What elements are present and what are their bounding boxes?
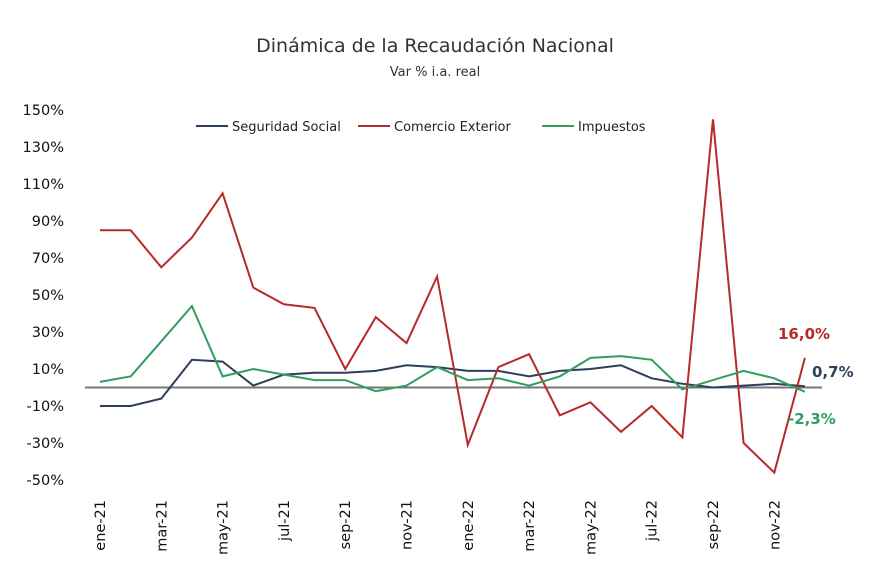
x-axis: ene-21 mar-21 may-21 jul-21 sep-21 nov-21 ene-… [93, 500, 783, 555]
y-tick-label: -50% [27, 473, 64, 489]
x-tick-label: nov-22 [767, 500, 783, 550]
series-line-impuestos [99, 304, 806, 393]
y-tick-label: 10% [32, 362, 64, 378]
x-tick-label: mar-22 [522, 500, 538, 552]
x-tick-label: ene-22 [461, 500, 477, 551]
y-axis: -50% -30% -10% 10% 30% 50% 70% 90% 110% 130% 150% [23, 103, 64, 489]
end-labels: 0,7% 16,0% -2,3% [778, 325, 854, 428]
x-tick-label: ene-21 [93, 500, 109, 551]
y-tick-label: 90% [32, 214, 64, 230]
end-value-label: -2,3% [788, 410, 836, 428]
y-tick-label: 70% [32, 251, 64, 267]
legend-label: Impuestos [578, 120, 646, 135]
end-value-label: 0,7% [812, 363, 854, 381]
y-tick-label: 150% [23, 103, 64, 119]
y-tick-label: 130% [23, 140, 64, 156]
x-tick-label: mar-21 [154, 500, 170, 552]
x-tick-label: jul-22 [645, 500, 661, 542]
series-group [99, 119, 806, 475]
x-tick-label: may-22 [583, 500, 599, 555]
chart-title: Dinámica de la Recaudación Nacional [256, 35, 614, 57]
x-tick-label: sep-21 [338, 500, 354, 549]
y-tick-label: 110% [23, 177, 64, 193]
x-tick-label: sep-22 [706, 500, 722, 549]
x-tick-label: nov-21 [400, 500, 416, 550]
legend: Seguridad Social Comercio Exterior Impuest… [196, 120, 646, 135]
legend-label: Comercio Exterior [394, 120, 512, 135]
legend-label: Seguridad Social [232, 120, 341, 135]
y-tick-label: -30% [27, 436, 64, 452]
x-tick-label: may-21 [216, 500, 232, 555]
series-line-seguridad-social [100, 358, 805, 407]
chart-subtitle: Var % i.a. real [390, 65, 480, 80]
y-tick-label: -10% [27, 399, 64, 415]
series-line-comercio-exterior [100, 119, 806, 475]
y-tick-label: 50% [32, 288, 64, 304]
y-tick-label: 30% [32, 325, 64, 341]
end-value-label: 16,0% [778, 325, 830, 343]
x-tick-label: jul-21 [277, 500, 293, 542]
